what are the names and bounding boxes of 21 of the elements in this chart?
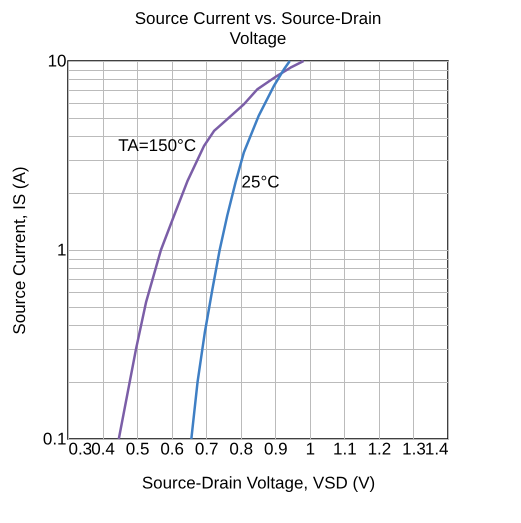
- y-tick-label: 10: [48, 52, 66, 70]
- chart-title: Source Current vs. Source-Drain Voltage: [134, 9, 382, 48]
- annotation: TA=150°C: [118, 136, 196, 155]
- y-tick-label: 1: [57, 240, 66, 260]
- x-tick-label: 0.4: [91, 440, 115, 458]
- x-axis-title: Source-Drain Voltage, VSD (V): [142, 474, 376, 492]
- y-axis-title: Source Current, IS (A): [10, 166, 29, 335]
- x-tick-label: 0.7: [194, 440, 218, 458]
- x-tick-label: 0.6: [160, 440, 184, 458]
- x-tick-label: 1: [306, 440, 316, 458]
- x-tick-label: 1.2: [368, 440, 392, 458]
- annotation: 25°C: [242, 172, 280, 192]
- x-tick-label: 1.3: [402, 440, 426, 458]
- y-tick-label: 0.1: [42, 430, 66, 448]
- x-tick-label: 0.9: [264, 440, 288, 458]
- x-tick-label: 0.8: [229, 440, 254, 458]
- x-tick-label: 0.5: [126, 440, 150, 458]
- line-series: [118, 60, 305, 440]
- x-tick-label: 1.1: [333, 440, 357, 458]
- x-tick-label: 0.3: [68, 440, 92, 458]
- x-tick-label: 1.4: [424, 440, 448, 458]
